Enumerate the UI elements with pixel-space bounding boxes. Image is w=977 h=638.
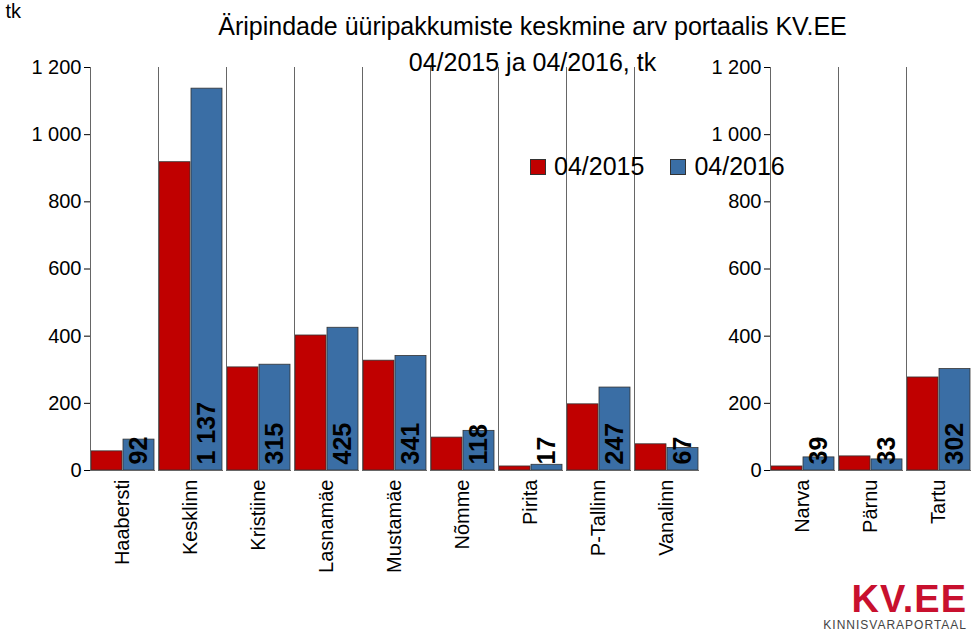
svg-text:1 200: 1 200	[711, 56, 761, 78]
svg-text:400: 400	[728, 325, 761, 347]
svg-text:247: 247	[600, 423, 628, 465]
svg-text:67: 67	[668, 437, 696, 465]
svg-text:33: 33	[872, 437, 900, 465]
svg-text:92: 92	[124, 437, 152, 465]
svg-text:200: 200	[728, 392, 761, 414]
svg-text:1 000: 1 000	[31, 123, 81, 145]
svg-text:315: 315	[260, 423, 288, 465]
html-text:KV.EE: KV.EE	[851, 578, 967, 620]
svg-text:800: 800	[48, 190, 81, 212]
svg-text:17: 17	[532, 437, 560, 465]
svg-text:118: 118	[464, 424, 492, 464]
html-text:Äripindade üüripakkumiste kesk: Äripindade üüripakkumiste keskmine arv p…	[218, 12, 847, 40]
svg-text:Narva: Narva	[791, 479, 813, 533]
svg-text:1 137: 1 137	[192, 402, 220, 465]
html-text:04/2016: 04/2016	[694, 152, 785, 180]
svg-text:0: 0	[750, 459, 761, 481]
svg-text:600: 600	[728, 257, 761, 279]
svg-text:tk: tk	[6, 0, 23, 22]
svg-text:400: 400	[48, 325, 81, 347]
svg-text:1 000: 1 000	[711, 123, 761, 145]
svg-text:Vanalinn: Vanalinn	[655, 480, 677, 556]
svg-text:Mustamäe: Mustamäe	[383, 480, 405, 573]
svg-text:P-Tallinn: P-Tallinn	[587, 480, 609, 557]
svg-text:425: 425	[328, 423, 356, 465]
html-text:04/2015: 04/2015	[554, 152, 645, 180]
svg-text:Lasnamäe: Lasnamäe	[315, 480, 337, 573]
html-text:04/2015 ja 04/2016, tk: 04/2015 ja 04/2016, tk	[408, 48, 657, 76]
svg-text:Nõmme: Nõmme	[451, 480, 473, 550]
svg-text:1 200: 1 200	[31, 56, 81, 78]
svg-text:341: 341	[396, 423, 424, 465]
svg-text:Kesklinn: Kesklinn	[179, 480, 201, 556]
svg-text:Kristiine: Kristiine	[247, 480, 269, 551]
svg-text:302: 302	[940, 423, 968, 465]
svg-text:39: 39	[804, 437, 832, 465]
svg-text:600: 600	[48, 257, 81, 279]
svg-text:800: 800	[728, 190, 761, 212]
svg-text:Pärnu: Pärnu	[859, 480, 881, 533]
svg-text:0: 0	[70, 459, 81, 481]
svg-text:200: 200	[48, 392, 81, 414]
svg-text:Tartu: Tartu	[927, 480, 949, 524]
svg-text:Pirita: Pirita	[519, 479, 541, 525]
svg-text:Haabersti: Haabersti	[111, 480, 133, 566]
html-text:KINNISVARAPORTAAL: KINNISVARAPORTAAL	[823, 618, 967, 632]
